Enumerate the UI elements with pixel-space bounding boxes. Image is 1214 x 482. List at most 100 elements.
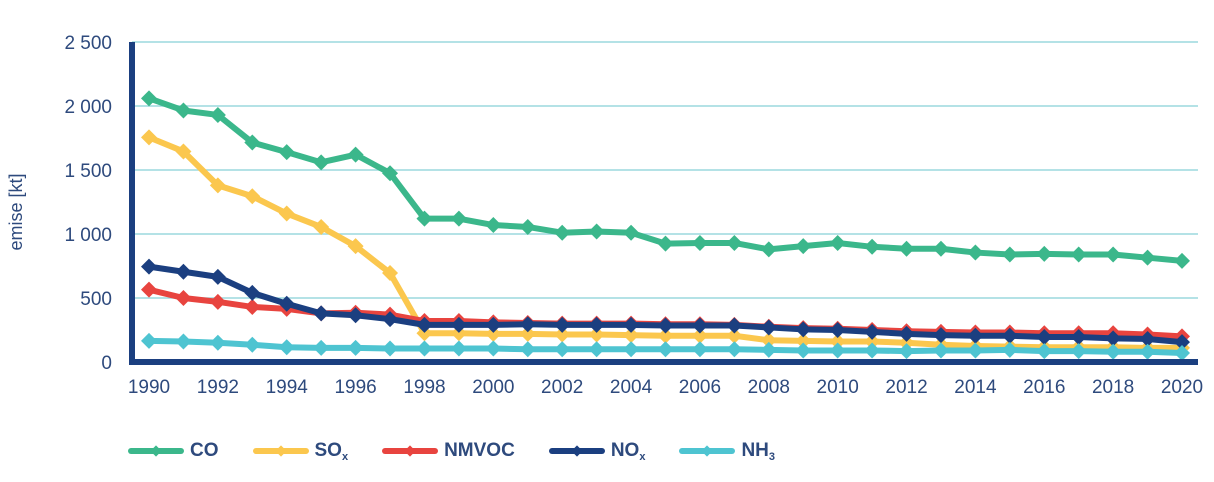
data-point — [141, 90, 157, 107]
data-point — [554, 341, 571, 358]
series-nh3 — [141, 332, 1190, 362]
data-point — [347, 146, 364, 163]
y-axis-ticks: 0 500 1 000 1 500 2 000 2 500 — [64, 33, 112, 374]
data-point — [278, 144, 295, 161]
legend-item-nh3[interactable]: NH3 — [679, 439, 775, 463]
data-point — [175, 263, 192, 280]
data-point — [416, 325, 433, 342]
data-point — [416, 210, 433, 227]
data-point — [313, 305, 330, 322]
data-point — [898, 343, 915, 360]
data-point — [244, 134, 261, 151]
x-tick-label: 2006 — [679, 377, 721, 398]
y-axis-title: emise [kt] — [6, 173, 26, 250]
data-point — [932, 240, 949, 257]
legend-swatch — [382, 439, 439, 463]
data-point — [898, 325, 915, 342]
y-tick-label: 2 000 — [64, 97, 112, 118]
data-point — [1036, 329, 1053, 346]
data-point — [244, 284, 261, 301]
data-point — [760, 332, 777, 349]
x-axis-ticks: 1990 1992 1994 1996 1998 2000 2002 2004 2006 2008… — [128, 377, 1203, 398]
data-point — [1001, 341, 1018, 358]
data-point — [1070, 343, 1087, 360]
legend-label-main: NO — [610, 439, 640, 461]
data-point — [175, 102, 192, 119]
data-point — [209, 334, 226, 351]
legend-item-nmvoc[interactable]: NMVOC — [382, 439, 515, 463]
data-point — [141, 258, 157, 275]
data-point — [1139, 343, 1156, 360]
data-point — [313, 218, 330, 235]
data-point — [554, 326, 571, 343]
axes — [129, 42, 1198, 365]
data-point — [244, 298, 261, 315]
data-point — [588, 223, 605, 240]
series-group — [141, 90, 1190, 362]
legend-label-main: NH — [741, 439, 769, 461]
legend-item-sox[interactable]: SOx — [252, 439, 349, 463]
data-point — [485, 217, 502, 234]
data-point — [416, 316, 433, 333]
data-point — [1174, 345, 1190, 362]
data-point — [141, 332, 157, 349]
data-point — [278, 339, 295, 356]
data-point — [1036, 245, 1053, 262]
data-point — [967, 244, 984, 261]
data-point — [209, 106, 226, 123]
data-point — [175, 143, 192, 160]
data-point — [450, 210, 467, 227]
data-point — [588, 316, 605, 333]
data-point — [691, 317, 708, 334]
data-point — [554, 224, 571, 241]
data-point — [864, 323, 881, 340]
legend-swatch — [679, 439, 736, 463]
data-point — [795, 321, 812, 338]
data-point — [657, 317, 674, 334]
data-point — [519, 316, 536, 333]
x-tick-label: 2020 — [1161, 377, 1203, 398]
data-point — [244, 336, 261, 353]
data-point — [726, 317, 743, 334]
legend-label-subscript: x — [341, 450, 349, 463]
data-point — [623, 316, 640, 333]
data-point — [967, 327, 984, 344]
data-point — [382, 311, 399, 328]
data-point — [864, 333, 881, 350]
data-point — [864, 238, 881, 255]
data-point — [175, 290, 192, 306]
legend-label-main: NMVOC — [444, 440, 515, 461]
x-tick-label: 2018 — [1092, 377, 1134, 398]
data-point — [450, 340, 467, 357]
data-point — [1139, 249, 1156, 266]
legend-label-subscript: x — [639, 450, 646, 463]
series-co — [141, 90, 1190, 269]
data-point — [141, 129, 157, 146]
legend-item-nox[interactable]: NOx — [548, 439, 646, 463]
x-tick-label: 2000 — [472, 377, 514, 398]
y-tick-label: 500 — [80, 289, 112, 310]
legend-item-co[interactable]: CO — [128, 439, 219, 463]
data-point — [829, 322, 846, 338]
data-point — [554, 316, 571, 333]
data-point — [1105, 246, 1122, 263]
gridlines — [132, 41, 1198, 299]
data-point — [623, 341, 640, 358]
data-point — [795, 238, 812, 255]
data-point — [760, 241, 777, 258]
data-point — [347, 307, 364, 324]
legend-swatch — [548, 439, 605, 463]
data-point — [347, 238, 364, 255]
legend-label-subscript: 3 — [768, 450, 776, 463]
data-point — [829, 234, 846, 251]
data-point — [485, 325, 502, 342]
data-point — [1105, 343, 1122, 360]
data-point — [726, 234, 743, 251]
data-point — [726, 341, 743, 358]
data-point — [932, 327, 949, 344]
legend-label-main: SO — [314, 439, 342, 461]
x-tick-label: 2002 — [541, 377, 583, 398]
data-point — [588, 341, 605, 358]
data-point — [623, 224, 640, 241]
